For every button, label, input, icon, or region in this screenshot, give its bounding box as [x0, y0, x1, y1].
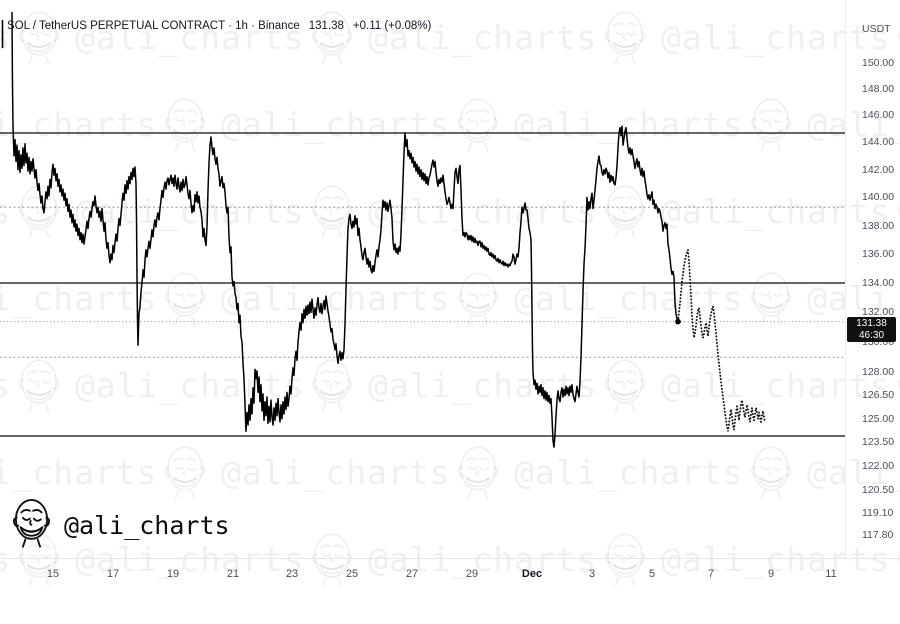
- chart-header: SOL / TetherUS PERPETUAL CONTRACT · 1h ·…: [7, 20, 431, 32]
- time-tick-21: 21: [226, 568, 240, 580]
- price-tick-144.00: 144.00: [862, 136, 895, 148]
- time-tick-Dec: Dec: [521, 568, 543, 580]
- badge-countdown: 46:30: [858, 330, 885, 341]
- time-tick-23: 23: [285, 568, 299, 580]
- price-tick-119.10: 119.10: [862, 507, 894, 519]
- time-axis[interactable]: 15 17 19 21 23 25 27 29 Dec 3 5 7 9 11: [0, 558, 900, 624]
- time-tick-11: 11: [825, 568, 837, 580]
- last-price: 131.38: [308, 20, 344, 32]
- symbol-title[interactable]: SOL / TetherUS PERPETUAL CONTRACT · 1h ·…: [7, 20, 300, 32]
- author-signature: @ali_charts: [8, 496, 230, 554]
- time-tick-19: 19: [166, 568, 180, 580]
- price-tick-125.00: 125.00: [862, 413, 895, 425]
- price-tick-122.00: 122.00: [862, 460, 895, 472]
- time-tick-15: 15: [46, 568, 60, 580]
- time-tick-3: 3: [588, 568, 596, 580]
- price-axis[interactable]: USDT 131.38 46:30 150.00 148.00 146.00 144.…: [845, 0, 900, 558]
- author-face-icon: [8, 496, 55, 554]
- price-tick-126.50: 126.50: [862, 389, 895, 401]
- price-tick-142.00: 142.00: [862, 164, 895, 176]
- price-tick-134.00: 134.00: [862, 277, 895, 289]
- price-tick-138.00: 138.00: [862, 220, 895, 232]
- time-tick-25: 25: [345, 568, 359, 580]
- time-tick-7: 7: [707, 568, 715, 580]
- last-price-badge: 131.38 46:30: [847, 317, 896, 342]
- price-change: +0.11 (+0.08%): [352, 20, 432, 32]
- time-tick-5: 5: [648, 568, 656, 580]
- price-tick-150.00: 150.00: [862, 57, 895, 69]
- price-chart-canvas[interactable]: [0, 0, 900, 558]
- currency-label: USDT: [862, 23, 891, 35]
- time-tick-9: 9: [767, 568, 775, 580]
- price-line-series: [11, 11, 679, 448]
- time-tick-27: 27: [405, 568, 419, 580]
- badge-price: 131.38: [856, 318, 887, 329]
- price-tick-146.00: 146.00: [862, 109, 895, 121]
- price-tick-120.50: 120.50: [862, 484, 895, 496]
- price-tick-117.80: 117.80: [862, 529, 894, 541]
- time-tick-29: 29: [465, 568, 479, 580]
- price-tick-132.00: 132.00: [862, 306, 895, 318]
- time-tick-17: 17: [106, 568, 120, 580]
- last-price-dot: [675, 318, 681, 325]
- price-tick-128.00: 128.00: [862, 366, 895, 378]
- price-tick-140.00: 140.00: [862, 191, 895, 203]
- price-tick-123.50: 123.50: [862, 436, 895, 448]
- projection-dotted-path: [677, 249, 766, 432]
- author-handle: @ali_charts: [64, 510, 230, 540]
- price-tick-136.00: 136.00: [862, 248, 895, 260]
- price-tick-148.00: 148.00: [862, 83, 895, 95]
